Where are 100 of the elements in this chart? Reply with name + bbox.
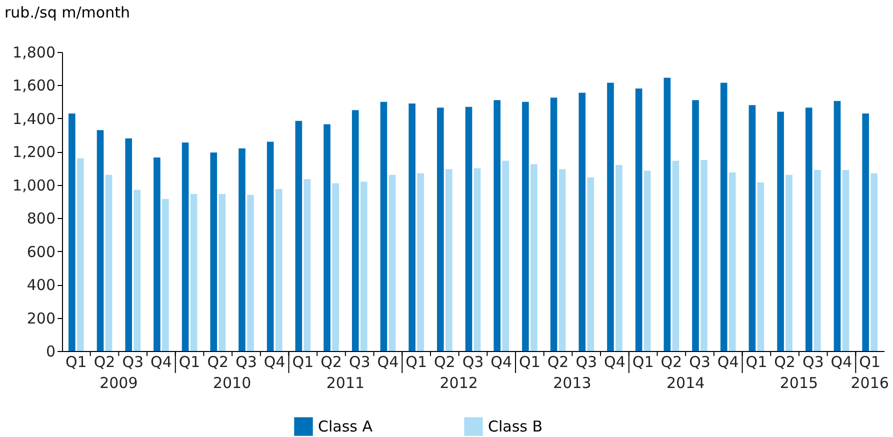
y-tick-label: 1,800 <box>12 44 56 62</box>
y-tick-label: 400 <box>26 276 56 294</box>
y-tick-label: 1,600 <box>12 76 56 95</box>
bar <box>96 130 104 351</box>
bar <box>777 112 784 351</box>
bar <box>748 105 756 351</box>
bar <box>352 110 359 351</box>
bar <box>578 92 586 351</box>
bar <box>757 182 764 351</box>
bar <box>134 190 141 351</box>
bar <box>672 160 680 351</box>
bar <box>635 88 642 351</box>
x-tick-label: Q3 <box>802 353 824 371</box>
text: 2013 <box>553 374 592 392</box>
bar <box>266 142 274 351</box>
y-tick-label: 1,400 <box>12 110 56 128</box>
bar <box>190 194 198 351</box>
y-tick-label: 800 <box>26 210 56 228</box>
text: 2014 <box>666 374 705 392</box>
text: 2010 <box>212 374 252 392</box>
bar <box>700 160 708 351</box>
bar <box>154 157 160 351</box>
bar <box>304 179 311 351</box>
bar <box>530 164 538 351</box>
bar <box>182 142 189 351</box>
x-tick-label: Q4 <box>150 353 172 371</box>
x-tick-label: Q1 <box>65 353 87 371</box>
bar <box>587 177 594 351</box>
bar <box>68 113 76 351</box>
y-tick-label: 1,200 <box>12 143 56 162</box>
bar <box>616 164 622 351</box>
bar <box>125 138 132 351</box>
bar <box>360 182 368 351</box>
x-tick-label: Q2 <box>320 353 342 371</box>
text: 2009 <box>100 374 138 392</box>
bar <box>814 170 821 351</box>
bar <box>408 103 416 351</box>
x-tick-label: Q3 <box>689 353 710 371</box>
bar <box>862 113 869 351</box>
bar <box>275 189 282 351</box>
text: 2011 <box>326 374 365 392</box>
x-tick-label: Q4 <box>830 353 852 371</box>
bar <box>465 106 472 351</box>
bar <box>238 148 246 351</box>
x-tick-label: Q3 <box>122 353 144 371</box>
bar <box>842 170 850 351</box>
x-tick-label: Q2 <box>547 353 569 371</box>
x-tick-label: Q3 <box>576 353 598 371</box>
x-tick-label: Q2 <box>207 353 229 371</box>
y-tick-label: 1,000 <box>12 176 56 194</box>
x-tick-label: Q4 <box>490 353 512 371</box>
bar <box>558 169 566 351</box>
bar <box>417 173 424 351</box>
bar <box>607 82 614 351</box>
bar <box>105 174 112 351</box>
x-tick-label: Q4 <box>377 353 399 371</box>
x-tick-label: Q2 <box>774 353 796 371</box>
x-tick-label: Q1 <box>406 353 427 371</box>
x-tick-label: Q3 <box>462 353 484 371</box>
bar <box>502 160 509 351</box>
x-tick-label: Q3 <box>236 353 257 371</box>
y-tick-label: 200 <box>26 309 56 328</box>
x-tick-label: Q2 <box>660 353 682 371</box>
y-tick-label: 600 <box>26 242 56 261</box>
x-tick-label: Q1 <box>859 353 881 371</box>
bar <box>664 78 671 351</box>
bar <box>644 170 651 351</box>
x-tick-label: Q2 <box>94 353 116 371</box>
bar <box>870 173 878 351</box>
bar <box>388 174 396 351</box>
bar <box>522 102 529 351</box>
bar <box>786 174 792 351</box>
bar <box>247 194 254 351</box>
bar <box>210 152 218 351</box>
x-tick-label: Q4 <box>717 353 739 371</box>
text: 2016 <box>850 374 889 392</box>
bar <box>380 102 388 351</box>
bar <box>162 199 169 351</box>
bar <box>494 100 500 351</box>
bar <box>324 124 330 351</box>
bar <box>834 101 841 351</box>
x-tick-label: Q3 <box>348 353 370 371</box>
text: 2015 <box>780 374 818 392</box>
x-tick-label: Q2 <box>434 353 456 371</box>
x-tick-label: Q1 <box>178 353 200 371</box>
bar <box>728 172 736 351</box>
bar <box>474 168 481 351</box>
y-axis-title: rub./sq m/month <box>4 4 130 22</box>
x-tick-label: Q4 <box>604 353 626 371</box>
legend-label: Class A <box>318 418 374 436</box>
bar <box>446 169 452 351</box>
bar <box>805 108 812 351</box>
y-tick-label: 0 <box>46 342 56 360</box>
bar <box>77 158 84 351</box>
bar <box>437 108 444 351</box>
bar <box>218 194 226 351</box>
bar <box>720 82 728 351</box>
x-tick-label: Q1 <box>519 353 540 371</box>
legend-label: Class B <box>488 418 543 436</box>
x-tick-label: Q1 <box>292 353 314 371</box>
